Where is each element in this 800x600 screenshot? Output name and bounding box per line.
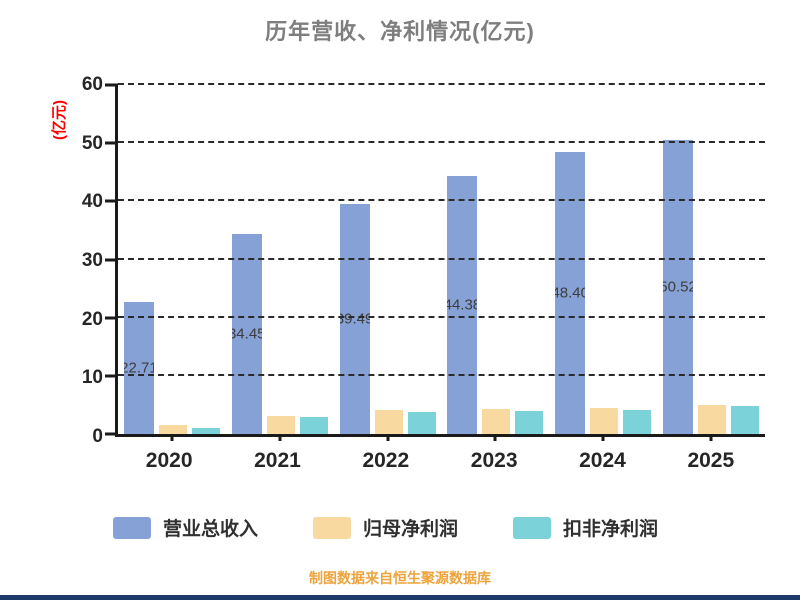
bar-group-2023: 44.38 (441, 85, 549, 434)
legend-swatch (513, 516, 552, 539)
data-source-footer: 制图数据来自恒生聚源数据库 (309, 570, 491, 586)
x-tick-mark (278, 434, 282, 441)
legend-item-营业总收入[interactable]: 营业总收入 (113, 514, 258, 541)
plot-area: 22.71 34.45 39.49 44.38 48.40 50.52 (105, 83, 765, 441)
x-tick-label: 2020 (145, 449, 193, 472)
bar-value-label: 44.38 (447, 296, 478, 314)
x-tick-label: 2025 (687, 449, 735, 472)
y-tick-label: 10 (81, 367, 103, 389)
legend-label: 营业总收入 (163, 519, 259, 540)
bar: 50.52 (663, 140, 694, 434)
bar-group-2020: 22.71 (118, 85, 226, 434)
bar (299, 417, 328, 434)
bar: 44.38 (447, 175, 478, 434)
legend-label: 归母净利润 (363, 519, 459, 540)
bar (623, 409, 652, 434)
gridline (118, 141, 765, 144)
bar-group-2024: 48.40 (549, 85, 657, 434)
x-tick-mark (386, 434, 390, 441)
bar (482, 409, 511, 434)
x-tick-mark (493, 434, 497, 441)
y-tick-label: 40 (81, 191, 103, 213)
legend-label: 扣非净利润 (563, 519, 659, 540)
bar-value-label: 48.40 (555, 284, 586, 302)
y-tick-label: 60 (81, 74, 103, 95)
bar (698, 404, 727, 434)
bar-value-label: 39.49 (339, 310, 370, 328)
x-tick-mark (709, 434, 713, 441)
bar (266, 415, 295, 434)
y-tick-label: 30 (81, 250, 103, 271)
bar (374, 410, 403, 434)
bar: 48.40 (555, 152, 586, 434)
bar (191, 428, 220, 434)
y-tick-mark (105, 141, 118, 145)
y-tick-mark (105, 432, 118, 436)
x-tick-label: 2023 (470, 449, 518, 472)
bar (731, 405, 760, 434)
legend-item-扣非净利润[interactable]: 扣非净利润 (513, 514, 658, 541)
gridline (118, 373, 765, 376)
gridline (118, 257, 765, 260)
bar-group-2022: 39.49 (334, 85, 442, 434)
bar (158, 425, 187, 434)
bottom-border-strip (0, 595, 800, 600)
x-tick-label: 2021 (254, 449, 301, 472)
y-tick-label: 20 (81, 308, 103, 330)
gridline (118, 199, 765, 202)
x-tick-label: 2022 (362, 449, 410, 472)
y-tick-mark (105, 374, 118, 378)
bar: 22.71 (123, 301, 154, 434)
bar-value-label: 50.52 (663, 278, 694, 296)
bar: 34.45 (231, 233, 262, 434)
y-axis-ticks: 0 10 20 30 40 50 60 (0, 74, 103, 447)
y-tick-label: 0 (92, 426, 103, 447)
x-tick-mark (601, 434, 605, 441)
x-tick-mark (170, 434, 174, 441)
bar-value-label: 22.71 (123, 359, 154, 377)
chart-title: 历年营收、净利情况(亿元) (265, 19, 535, 44)
legend-item-归母净利润[interactable]: 归母净利润 (313, 514, 458, 541)
bar-groups: 22.71 34.45 39.49 44.38 48.40 50.52 (118, 85, 765, 434)
y-tick-mark (105, 199, 118, 203)
bar-value-label: 34.45 (231, 325, 262, 343)
bar (590, 408, 619, 434)
bar (515, 410, 544, 434)
y-tick-mark (105, 258, 118, 261)
y-tick-mark (105, 83, 118, 87)
x-axis-labels: 2020 2021 2022 2023 2024 2025 (115, 449, 765, 473)
legend-swatch (313, 516, 352, 539)
bar-group-2021: 34.45 (226, 85, 334, 434)
y-tick-label: 50 (81, 132, 103, 154)
bar: 39.49 (339, 204, 370, 434)
x-tick-label: 2024 (579, 449, 626, 472)
legend-swatch (113, 516, 151, 539)
bar-group-2025: 50.52 (657, 85, 765, 434)
gridline (118, 315, 765, 318)
legend: 营业总收入 归母净利润 扣非净利润 (113, 514, 658, 541)
bar (407, 411, 436, 434)
y-tick-mark (105, 316, 118, 320)
gridline (118, 83, 765, 85)
